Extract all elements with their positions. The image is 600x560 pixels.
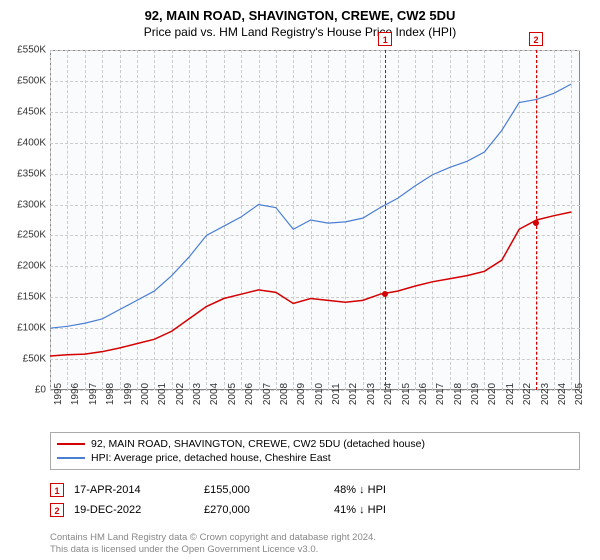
legend-label: 92, MAIN ROAD, SHAVINGTON, CREWE, CW2 5D… <box>91 438 425 450</box>
chart-container: 92, MAIN ROAD, SHAVINGTON, CREWE, CW2 5D… <box>0 0 600 560</box>
table-row: 2 19-DEC-2022 £270,000 41% ↓ HPI <box>50 500 580 520</box>
marker-box-1: 1 <box>378 32 392 46</box>
transaction-point-2 <box>533 220 539 226</box>
y-tick-label: £500K <box>4 75 46 86</box>
chart-lines-svg <box>50 50 580 390</box>
y-tick-label: £50K <box>4 354 46 365</box>
chart-title: 92, MAIN ROAD, SHAVINGTON, CREWE, CW2 5D… <box>0 0 600 23</box>
chart-plot-area: £0£50K£100K£150K£200K£250K£300K£350K£400… <box>50 50 580 390</box>
y-tick-label: £400K <box>4 137 46 148</box>
y-tick-label: £200K <box>4 261 46 272</box>
legend-item: HPI: Average price, detached house, Ches… <box>57 451 573 465</box>
y-tick-label: £450K <box>4 106 46 117</box>
transaction-table: 1 17-APR-2014 £155,000 48% ↓ HPI 2 19-DE… <box>50 480 580 520</box>
transaction-delta: 48% ↓ HPI <box>334 484 454 496</box>
transaction-price: £155,000 <box>204 484 324 496</box>
chart-subtitle: Price paid vs. HM Land Registry's House … <box>0 23 600 43</box>
series-line-property_price <box>50 212 571 356</box>
legend-swatch <box>57 443 85 445</box>
footer-attribution: Contains HM Land Registry data © Crown c… <box>50 532 376 556</box>
footer-line: Contains HM Land Registry data © Crown c… <box>50 532 376 544</box>
y-tick-label: £0 <box>4 385 46 396</box>
legend-swatch <box>57 457 85 459</box>
y-tick-label: £150K <box>4 292 46 303</box>
table-row: 1 17-APR-2014 £155,000 48% ↓ HPI <box>50 480 580 500</box>
y-tick-label: £550K <box>4 45 46 56</box>
y-tick-label: £250K <box>4 230 46 241</box>
series-line-hpi <box>50 84 571 328</box>
marker-badge: 1 <box>50 483 64 497</box>
legend-item: 92, MAIN ROAD, SHAVINGTON, CREWE, CW2 5D… <box>57 437 573 451</box>
y-tick-label: £350K <box>4 168 46 179</box>
transaction-point-1 <box>382 291 388 297</box>
transaction-date: 19-DEC-2022 <box>74 504 194 516</box>
transaction-date: 17-APR-2014 <box>74 484 194 496</box>
y-tick-label: £100K <box>4 323 46 334</box>
y-tick-label: £300K <box>4 199 46 210</box>
marker-badge: 2 <box>50 503 64 517</box>
transaction-delta: 41% ↓ HPI <box>334 504 454 516</box>
footer-line: This data is licensed under the Open Gov… <box>50 544 376 556</box>
chart-legend: 92, MAIN ROAD, SHAVINGTON, CREWE, CW2 5D… <box>50 432 580 470</box>
marker-box-2: 2 <box>529 32 543 46</box>
legend-label: HPI: Average price, detached house, Ches… <box>91 452 331 464</box>
transaction-price: £270,000 <box>204 504 324 516</box>
